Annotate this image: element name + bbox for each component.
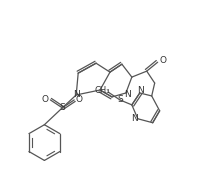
Text: N: N — [73, 90, 80, 100]
Text: N: N — [125, 90, 131, 100]
Text: N: N — [137, 87, 144, 95]
Text: CH₃: CH₃ — [94, 87, 110, 95]
Text: O: O — [76, 95, 83, 104]
Text: O: O — [42, 95, 49, 104]
Text: O: O — [159, 56, 166, 65]
Text: N: N — [131, 114, 138, 123]
Text: S: S — [117, 95, 123, 104]
Text: S: S — [59, 103, 65, 112]
